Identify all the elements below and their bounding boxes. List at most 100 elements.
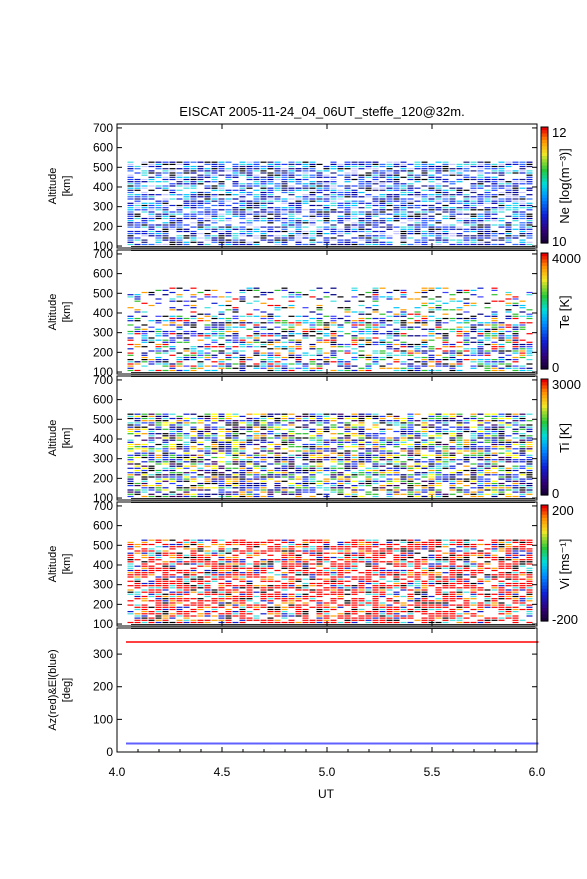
heatmap-cell [526, 243, 533, 246]
heatmap-cell [218, 213, 225, 215]
heatmap-cell [330, 430, 337, 433]
heatmap-cell [211, 176, 218, 178]
heatmap-cell [155, 456, 162, 459]
heatmap-cell [253, 165, 260, 168]
heatmap-cell [197, 237, 204, 239]
heatmap-cell [477, 361, 484, 363]
heatmap-cell [302, 237, 309, 239]
heatmap-cell [204, 493, 211, 495]
heatmap-cell [302, 433, 309, 435]
heatmap-cell [183, 215, 190, 217]
y-axis-label: Altitude [47, 294, 59, 331]
heatmap-cell [288, 369, 295, 372]
heatmap-cell [435, 456, 442, 459]
heatmap-cell [358, 241, 365, 243]
heatmap-cell [456, 213, 463, 215]
heatmap-cell [351, 461, 358, 463]
heatmap-cell [225, 461, 232, 463]
heatmap-cell [253, 433, 260, 435]
heatmap-cell [281, 339, 288, 341]
heatmap-cell [351, 178, 358, 181]
heatmap-cell [323, 291, 330, 294]
heatmap-cell [365, 356, 372, 359]
heatmap-cell [281, 435, 288, 437]
colorbar-swatch [541, 217, 548, 221]
heatmap-cell [302, 335, 309, 337]
heatmap-cell [302, 172, 309, 174]
heatmap-cell [309, 204, 316, 207]
heatmap-cell [190, 454, 197, 456]
heatmap-cell [316, 348, 323, 350]
heatmap-cell [225, 309, 232, 311]
heatmap-cell [225, 348, 232, 350]
heatmap-cell [323, 191, 330, 194]
heatmap-cell [407, 417, 414, 420]
heatmap-cell [162, 420, 169, 422]
heatmap-cell [197, 448, 204, 450]
heatmap-cell [155, 361, 162, 363]
heatmap-cell [127, 443, 134, 446]
heatmap-cell [309, 487, 316, 489]
heatmap-cell [526, 235, 533, 237]
heatmap-cell [407, 320, 414, 322]
heatmap-cell [232, 239, 239, 241]
heatmap-cell [127, 207, 134, 209]
heatmap-cell [400, 215, 407, 217]
heatmap-cell [379, 170, 386, 172]
heatmap-cell [246, 209, 253, 211]
heatmap-cell [197, 315, 204, 317]
heatmap-cell [442, 309, 449, 311]
heatmap-cell [477, 350, 484, 352]
heatmap-cell [176, 472, 183, 474]
heatmap-cell [351, 450, 358, 452]
heatmap-cell [197, 435, 204, 437]
heatmap-cell [169, 287, 176, 289]
heatmap-cell [330, 474, 337, 476]
heatmap-cell [281, 181, 288, 183]
heatmap-cell [267, 417, 274, 420]
heatmap-cell [176, 170, 183, 172]
heatmap-cell [421, 178, 428, 181]
colorbar-swatch [541, 194, 548, 199]
heatmap-cell [190, 209, 197, 211]
heatmap-cell [428, 202, 435, 204]
heatmap-cell [155, 200, 162, 202]
heatmap-cell [281, 467, 288, 469]
heatmap-cell [225, 428, 232, 430]
heatmap-cell [183, 359, 190, 361]
heatmap-cell [225, 339, 232, 341]
heatmap-cell [428, 439, 435, 441]
heatmap-cell [218, 230, 225, 233]
heatmap-cell [344, 213, 351, 215]
heatmap-cell [197, 367, 204, 369]
heatmap-cell [225, 230, 232, 233]
heatmap-cell [337, 217, 344, 220]
heatmap-cell [470, 183, 477, 185]
heatmap-cell [414, 339, 421, 341]
heatmap-cell [190, 441, 197, 443]
heatmap-cell [253, 341, 260, 343]
heatmap-cell [169, 215, 176, 217]
heatmap-cell [127, 361, 134, 363]
heatmap-cell [302, 187, 309, 189]
heatmap-cell [421, 356, 428, 359]
heatmap-cell [372, 465, 379, 467]
heatmap-cell [498, 356, 505, 359]
heatmap-cell [358, 341, 365, 343]
heatmap-cell [428, 333, 435, 335]
heatmap-cell [421, 439, 428, 441]
heatmap-cell [239, 298, 246, 300]
heatmap-cell [316, 185, 323, 187]
heatmap-cell [155, 448, 162, 450]
heatmap-cell [498, 178, 505, 181]
heatmap-cell [386, 220, 393, 222]
heatmap-cell [365, 435, 372, 437]
heatmap-cell [197, 222, 204, 224]
heatmap-cell [365, 220, 372, 222]
heatmap-cell [295, 472, 302, 474]
heatmap-cell [442, 209, 449, 211]
heatmap-cell [463, 222, 470, 224]
heatmap-cell [414, 452, 421, 454]
heatmap-cell [288, 178, 295, 181]
heatmap-cell [477, 202, 484, 204]
